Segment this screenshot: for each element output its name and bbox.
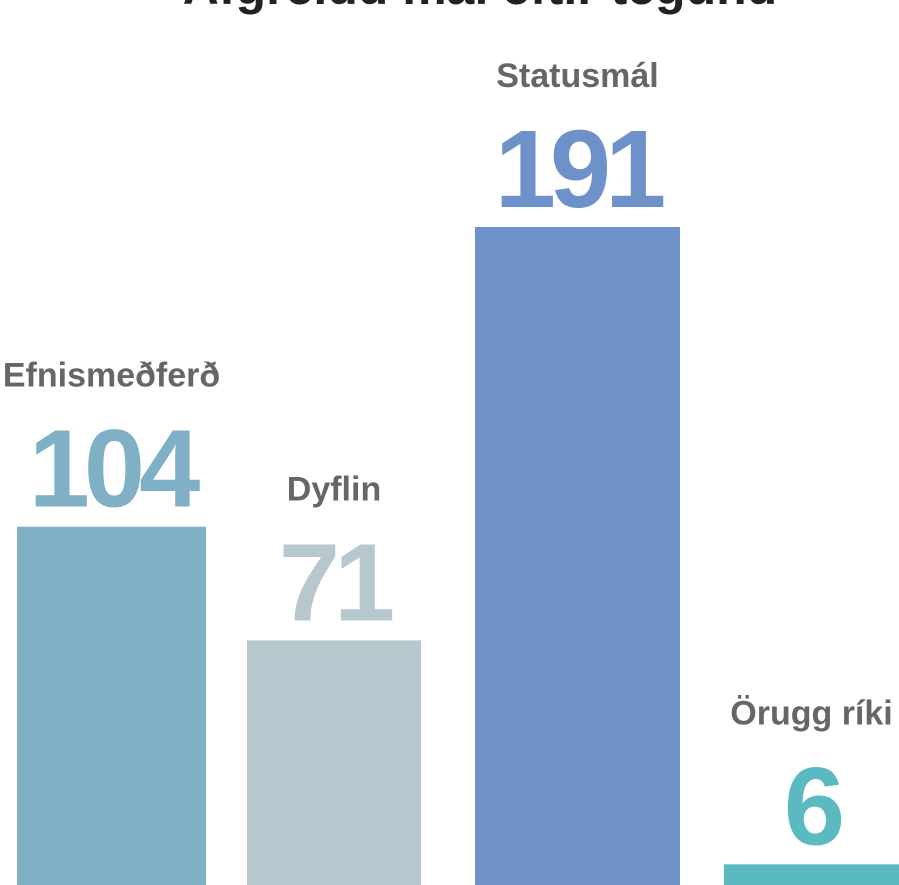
- bar: [724, 864, 899, 885]
- bar: [17, 526, 206, 885]
- value-label: 191: [495, 108, 664, 231]
- category-label: Örugg ríki: [730, 694, 892, 732]
- bar: [247, 640, 421, 885]
- category-label: Statusmál: [496, 57, 659, 95]
- value-label: 71: [279, 521, 393, 644]
- category-label: Dyflin: [287, 470, 381, 508]
- chart-title: Afgreidd mál eftir tegund: [183, 0, 777, 15]
- value-label: 104: [29, 408, 200, 531]
- bar: [475, 227, 680, 885]
- category-label: Efnismeðferð: [3, 357, 220, 395]
- value-label: 6: [784, 745, 842, 868]
